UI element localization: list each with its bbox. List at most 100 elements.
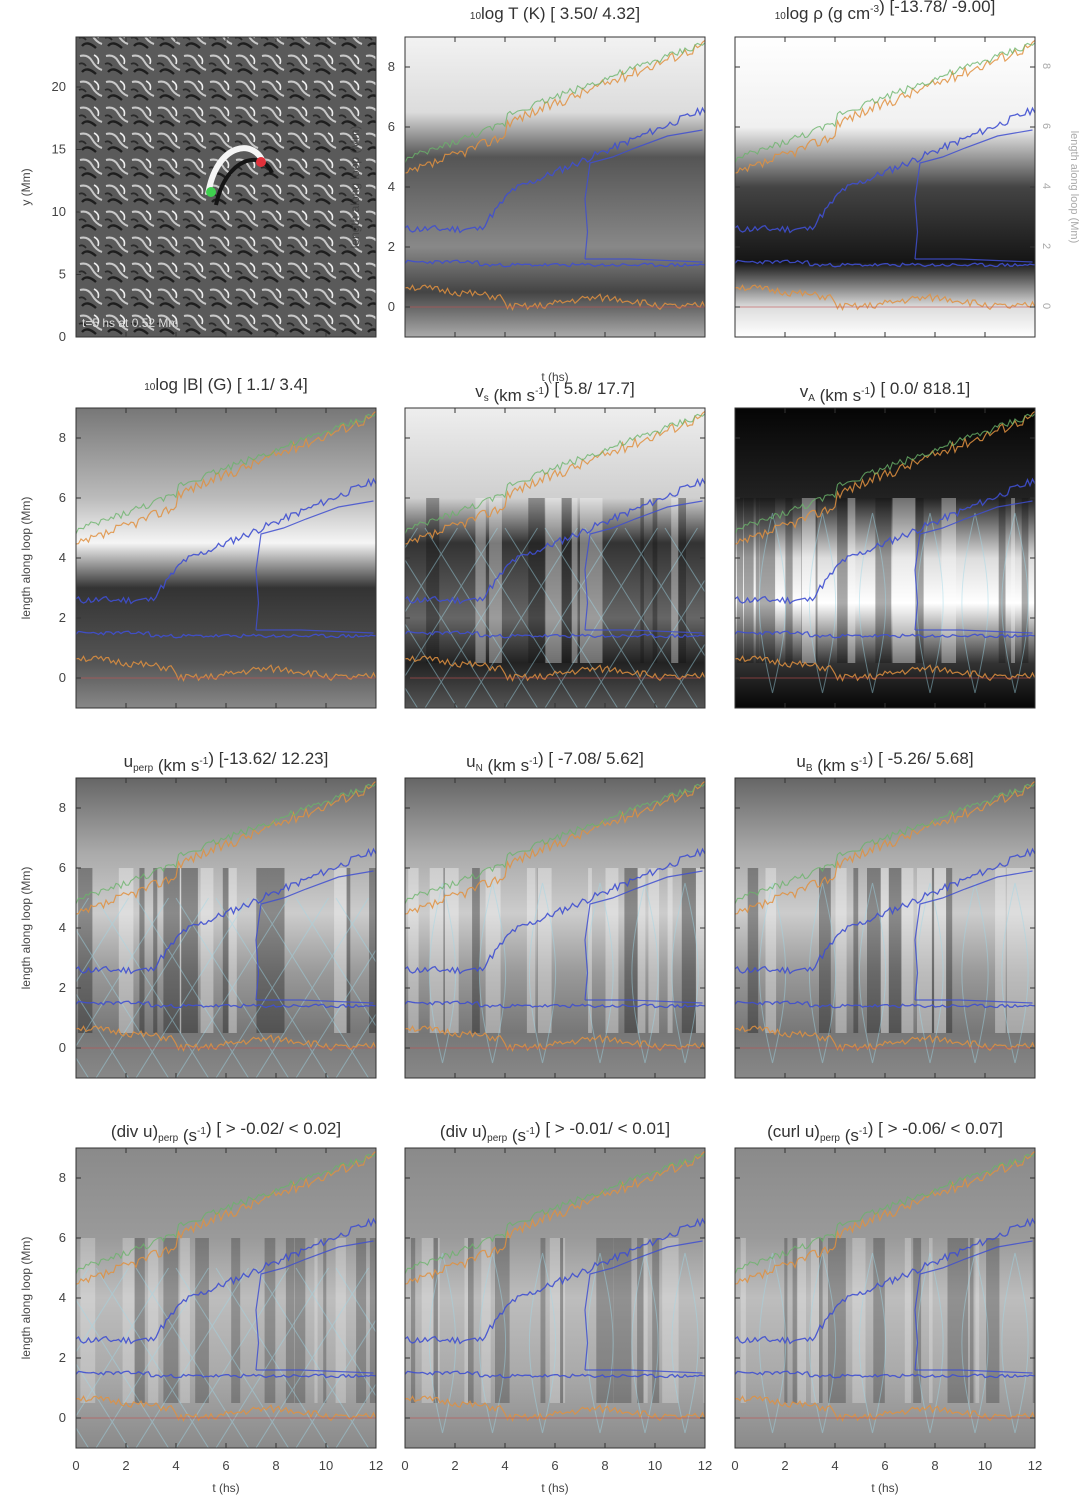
panel-1-blue-contour-upper [735,106,1035,234]
panel-10-xlabel: t (hs) [871,1481,898,1495]
panel-8-yticks: 0 2 4 6 8 [59,1170,81,1425]
panel-10-green-contour [735,1153,1035,1275]
ytick-label: 0 [59,1410,66,1425]
panel-9-blue-contour-inner-base [585,1369,703,1374]
panel-2 [75,407,377,709]
ytick-label: 8 [59,430,66,445]
panel-6-title: uN (km s-1) [ -7.08/ 5.62] [466,749,644,775]
panel-10-orange-contour-lower [735,1395,1035,1423]
panel-10-blue-contour-lower [735,1370,1035,1379]
ytick-label: 4 [59,1290,66,1305]
panel-0-blue-contour-lower [405,259,705,268]
panel-6-blue-contour-upper [405,847,705,975]
panel-6-image [405,778,705,1078]
panel-4-minor-ticks [735,437,1035,679]
xtick-label: 2 [451,1458,458,1473]
panel-9 [404,1147,706,1449]
panel-0-green-contour [405,42,705,164]
panel-3-image [405,408,705,708]
panel-3-green-contour [405,413,705,535]
panel-9-wave-tracks [428,1252,699,1434]
panel-2-blue-contour-lower [76,630,376,639]
panel-2-blue-contour-upper [76,477,376,605]
panel-1-blue-contour-inner [914,129,1033,260]
ytick-label: 8 [388,59,395,74]
xtick-label: 2 [781,1458,788,1473]
panels: t=5 hs at 0.52 Mm [75,36,1036,1449]
panel-4-image [735,408,1035,708]
panel-3-orange-contour-lower [405,655,705,683]
panel-10-xticks: 0 2 4 6 8 10 12 [731,1148,1042,1473]
panel-2-orange-contour-lower [76,655,376,683]
panel-6-orange-contour-upper [405,780,705,915]
panel-5-blue-contour-upper [76,847,376,975]
panel-5-blue-contour-inner-base [256,999,374,1004]
panel-3-minor-ticks [405,437,705,679]
panel-3 [404,407,706,709]
panel-0-blue-contour-upper [405,106,705,234]
panel-10-minor-ticks [735,1177,1035,1419]
panel-0-yticks: 0 2 4 6 8 [388,59,410,314]
panel-10-blue-contour-inner-base [915,1369,1033,1374]
ytick-label: 10 [52,204,66,219]
panel-1-right-ylabel: length along loop (Mm) [1068,131,1080,244]
panel-7-streaks [747,868,1035,1033]
panel-7-title: uB (km s-1) [ -5.26/ 5.68] [796,749,973,775]
panel-9-blue-contour-upper [405,1217,705,1345]
xtick-label: 10 [319,1458,333,1473]
panel-8-xticks: 0 2 4 6 8 10 12 [72,1148,383,1473]
panel-5-orange-contour-upper [76,780,376,915]
panel-7-green-contour [735,783,1035,905]
panel-8-title: (div u)perp (s-1) [ > -0.02/ < 0.02] [111,1119,341,1145]
panel-3-orange-contour-upper [405,410,705,545]
panel-10-orange-contour-upper [735,1150,1035,1285]
ytick-label: 0 [59,329,66,344]
panel-9-blue-contour-inner [584,1240,703,1371]
panel-10 [734,1147,1036,1449]
panel-8-xlabel: t (hs) [212,1481,239,1495]
panel-9-green-contour [405,1153,705,1275]
panel-2-image [76,408,376,708]
panel-4 [734,407,1036,709]
ytick-label: 6 [388,119,395,134]
green-footpoint-marker [206,187,216,197]
panel-6-orange-contour-lower [405,1025,705,1053]
panel-6-blue-contour-inner-base [585,999,703,1004]
xtick-label: 8 [601,1458,608,1473]
ytick-label: 4 [59,920,66,935]
map-panel-yticks: 0 5 10 15 20 [52,79,81,344]
map-panel-ylabel: y (Mm) [19,168,33,205]
panel-10-streaks [740,1238,1035,1403]
xtick-label: 4 [831,1458,838,1473]
panel-8-blue-contour-inner-base [256,1369,374,1374]
panel-3-blue-contour-inner [584,500,703,631]
panel-0-ylabel: length along loop (Mm) [348,126,362,249]
panel-8 [75,1147,377,1449]
panel-0-image [405,37,705,337]
loop-shadow-arc [214,157,274,206]
panel-3-blue-contour-upper [405,477,705,605]
panel-5-orange-contour-lower [76,1025,376,1053]
panel-10-title: (curl u)perp (s-1) [ > -0.06/ < 0.07] [767,1119,1003,1145]
ytick-label: 8 [59,1170,66,1185]
panel-4-title: vA (km s-1) [ 0.0/ 818.1] [800,379,971,405]
panel-4-streaks [736,498,1029,663]
ytick-label: 0 [1040,303,1052,309]
panel-9-orange-contour-upper [405,1150,705,1285]
panel-9-minor-ticks [405,1177,705,1419]
panel-5-ylabel: length along loop (Mm) [19,867,33,990]
panel-2-orange-contour-upper [76,410,376,545]
panel-5-blue-contour-lower [76,1000,376,1009]
panel-8-blue-contour-inner [255,1240,374,1371]
panel-8-ylabel: length along loop (Mm) [19,1237,33,1360]
panel-0 [404,36,706,338]
ytick-label: 0 [59,670,66,685]
panel-5 [75,777,377,1079]
loop-arc [205,145,267,196]
xtick-label: 10 [648,1458,662,1473]
ytick-label: 0 [59,1040,66,1055]
panel-6-green-contour [405,783,705,905]
panel-7-blue-contour-inner-base [915,999,1033,1004]
panel-3-blue-contour-lower [405,630,705,639]
